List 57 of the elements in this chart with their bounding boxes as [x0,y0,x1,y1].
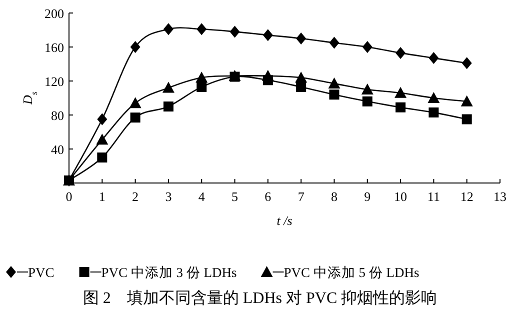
point [162,82,174,93]
point [428,107,439,118]
x-tick-label: 3 [165,189,172,204]
y-tick-label: 120 [44,74,64,89]
x-tick-label: 10 [394,189,408,204]
x-tick-label: 5 [232,189,238,204]
point [361,84,374,94]
point [163,23,174,36]
point [428,52,439,64]
point [96,134,108,145]
point [394,86,407,98]
legend-label: PVC 中添加 5 份 LDHs [284,265,420,280]
point [97,113,108,126]
point [230,26,240,38]
y-tick-label: 80 [51,108,64,123]
point [396,102,406,112]
point [328,78,340,89]
point [163,102,174,112]
point [296,32,306,44]
point [329,36,340,49]
point [129,97,142,108]
x-tick-label: 11 [427,189,440,204]
y-tick-label: 160 [44,40,64,55]
point [460,95,473,106]
y-tick-label: 200 [44,6,64,21]
legend-label: PVC [28,265,54,280]
point [196,82,207,92]
point [196,72,208,83]
x-tick-label: 4 [198,189,206,204]
point [97,152,108,162]
point [362,41,372,53]
x-tick-label: 1 [98,189,106,204]
x-tick-label: 2 [132,189,139,204]
point [262,70,274,81]
point [296,82,306,92]
legend-label: PVC 中添加 3 份 LDHs [101,265,237,280]
x-tick-label: 8 [330,189,338,204]
x-tick-label: 13 [494,189,506,204]
x-axis-title: t /s [276,213,292,228]
point [196,23,207,36]
point [462,57,472,70]
point [295,72,308,83]
caption: 图 2 填加不同含量的 LDHs 对 PVC 抑烟性的影响 [82,289,438,307]
point [130,112,140,123]
point [362,96,372,106]
point [329,90,340,100]
point [130,41,140,53]
point [462,114,472,124]
y-tick-label: 40 [51,142,64,157]
point [262,29,273,42]
x-tick-label: 9 [364,189,371,204]
x-tick-label: 12 [460,189,474,204]
x-tick-label: 0 [66,189,72,204]
point [428,92,440,103]
point [396,46,406,59]
x-tick-label: 6 [264,189,272,204]
x-tick-label: 7 [298,189,305,204]
